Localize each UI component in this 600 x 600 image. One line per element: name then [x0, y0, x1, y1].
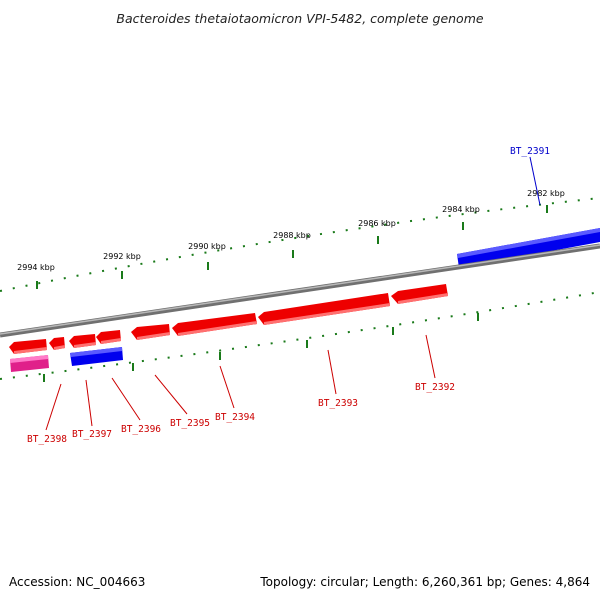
gene-label-bt-2391[interactable]: BT_2391 — [510, 146, 550, 157]
gene-bt-2393[interactable] — [258, 293, 390, 325]
scale-ticks-outer — [36, 205, 548, 289]
gene-bt-2398b[interactable] — [9, 339, 47, 354]
rna-gene[interactable] — [10, 355, 49, 372]
accession-text: Accession: NC_004663 — [9, 575, 145, 589]
scale-label: 2988 kbp — [273, 231, 311, 240]
leader-bt-2394 — [219, 365, 235, 409]
leader-bt-2395 — [154, 374, 188, 415]
gene-label-bt-2392[interactable]: BT_2392 — [415, 382, 455, 393]
scale-label: 2994 kbp — [17, 263, 55, 272]
scale-label: 2986 kbp — [358, 219, 396, 228]
leader-bt-2393 — [327, 349, 337, 395]
scale-ticks-inner — [43, 313, 479, 382]
leader-bt-2397 — [85, 379, 93, 427]
gene-label-bt-2393[interactable]: BT_2393 — [318, 398, 358, 409]
label-leaders — [45, 156, 541, 431]
gene-label-bt-2397[interactable]: BT_2397 — [72, 429, 112, 440]
scale-label: 2992 kbp — [103, 252, 141, 261]
map-title: Bacteroides thetaiotaomicron VPI-5482, c… — [116, 11, 483, 26]
gene-bt-2397[interactable] — [96, 330, 121, 344]
gene-bt-2391[interactable] — [457, 228, 600, 268]
gene-bt-2396[interactable] — [70, 347, 123, 366]
scale-label: 2984 kbp — [442, 205, 480, 214]
genome-summary-text: Topology: circular; Length: 6,260,361 bp… — [259, 575, 590, 589]
gene-label-bt-2394[interactable]: BT_2394 — [215, 412, 255, 423]
scale-ring-inner — [0, 291, 600, 380]
leader-bt-2392 — [425, 334, 436, 379]
leader-bt-2396 — [111, 377, 141, 421]
gene-bt-2397b[interactable] — [69, 334, 96, 348]
scale-label: 2990 kbp — [188, 242, 226, 251]
leader-bt-2391 — [529, 156, 541, 206]
gene-label-bt-2396[interactable]: BT_2396 — [121, 424, 161, 435]
leader-bt-2398 — [45, 383, 62, 431]
genome-backbone — [0, 243, 600, 338]
gene-bt-2398[interactable] — [49, 337, 65, 350]
gene-label-bt-2395[interactable]: BT_2395 — [170, 418, 210, 429]
scale-label: 2982 kbp — [527, 189, 565, 198]
gene-bt-2395[interactable] — [131, 324, 170, 340]
gene-label-bt-2398[interactable]: BT_2398 — [27, 434, 67, 445]
gene-bt-2394[interactable] — [172, 313, 257, 336]
gene-bt-2392[interactable] — [391, 284, 448, 304]
